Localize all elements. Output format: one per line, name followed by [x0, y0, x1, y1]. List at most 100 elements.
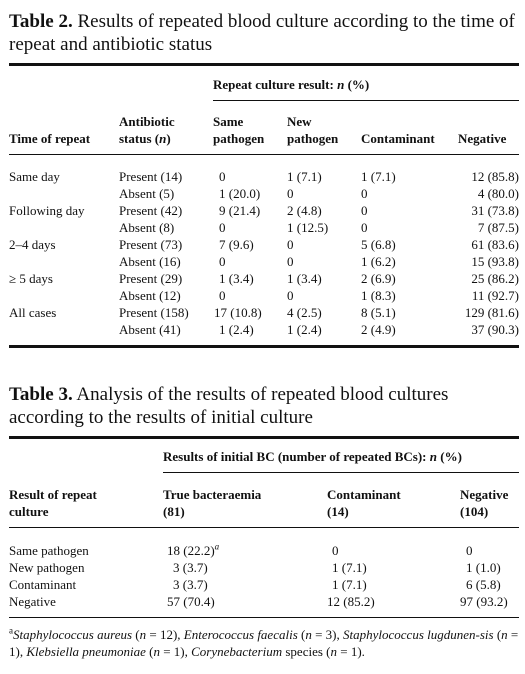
- cell-same: 1 (3.4): [219, 271, 254, 286]
- cell-result: Contaminant: [9, 577, 77, 592]
- cell-negative: 129 (81.6): [464, 305, 519, 320]
- cell-status: Absent (8): [119, 220, 175, 235]
- cell-same: 0: [219, 169, 226, 184]
- cell-new: 0: [287, 186, 294, 201]
- cell-same: 0: [219, 288, 226, 303]
- cell-status: Present (42): [119, 203, 183, 218]
- cell-negative: 0: [466, 543, 473, 558]
- cell-same: 1 (20.0): [219, 186, 261, 201]
- table2-col-time: Time of repeat: [9, 131, 91, 146]
- cell-negative: 31 (73.8): [471, 203, 519, 218]
- cell-contaminant: 0: [332, 543, 339, 558]
- cell-time: 2–4 days: [9, 237, 56, 252]
- footnote-text-part: n: [153, 644, 160, 659]
- table3-col-result-2: culture: [9, 504, 49, 519]
- cell-true: 57 (70.4): [167, 594, 215, 609]
- table2-header-rule: [9, 154, 519, 155]
- cell-time: Following day: [9, 203, 85, 218]
- cell-negative: 15 (93.8): [471, 254, 519, 269]
- table3-span-header: Results of initial BC (number of repeate…: [163, 449, 462, 464]
- cell-new: 2 (4.8): [287, 203, 322, 218]
- cell-new: 1 (7.1): [287, 169, 322, 184]
- cell-contaminant: 1 (7.1): [332, 577, 367, 592]
- cell-negative: 6 (5.8): [466, 577, 501, 592]
- table3-col-result-1: Result of repeat: [9, 487, 97, 502]
- table3-col-true-1: True bacteraemia: [163, 487, 262, 502]
- footnote-text-part: n: [305, 627, 312, 642]
- table2-top-rule: [9, 63, 519, 66]
- cell-same: 1 (2.4): [219, 322, 254, 337]
- cell-same: 9 (21.4): [219, 203, 261, 218]
- table3-footnote: aStaphylococcus aureus (n = 12), Enteroc…: [9, 626, 519, 660]
- cell-contaminant: 0: [361, 203, 368, 218]
- cell-time: Same day: [9, 169, 60, 184]
- cell-status: Absent (5): [119, 186, 175, 201]
- footnote-text-part: = 12),: [146, 627, 184, 642]
- cell-contaminant: 2 (6.9): [361, 271, 396, 286]
- table2-col-same-2: pathogen: [213, 131, 265, 146]
- cell-new: 0: [287, 254, 294, 269]
- footnote-text-part: = 1),: [9, 627, 519, 659]
- footnote-text-part: (: [132, 627, 140, 642]
- table2-col-new-1: New: [287, 114, 312, 129]
- table2-col-abx-2: status (n): [119, 131, 171, 146]
- table3-top-rule: [9, 436, 519, 439]
- table3-col-true-2: (81): [163, 504, 185, 519]
- cell-contaminant: 5 (6.8): [361, 237, 396, 252]
- cell-new: 0: [287, 288, 294, 303]
- table2-col-abx-1: Antibiotic: [119, 114, 175, 129]
- cell-contaminant: 1 (7.1): [332, 560, 367, 575]
- cell-true: 3 (3.7): [173, 560, 208, 575]
- table3-label: Table 3.: [9, 384, 73, 405]
- footnote-text-part: n: [139, 627, 147, 642]
- cell-new: 0: [287, 237, 294, 252]
- table2-span-header: Repeat culture result: n (%): [213, 77, 370, 92]
- table3-caption: Table 3. Analysis of the results of repe…: [9, 383, 519, 429]
- cell-result: New pathogen: [9, 560, 85, 575]
- cell-status: Present (73): [119, 237, 183, 252]
- cell-negative: 4 (80.0): [477, 186, 519, 201]
- cell-negative: 7 (87.5): [477, 220, 519, 235]
- footnote-text-part: Corynebacterium: [191, 644, 283, 659]
- cell-negative: 12 (85.8): [471, 169, 519, 184]
- cell-same: 0: [219, 220, 226, 235]
- cell-new: 1 (12.5): [287, 220, 329, 235]
- table2-caption: Table 2. Results of repeated blood cultu…: [9, 10, 519, 56]
- cell-contaminant: 2 (4.9): [361, 322, 396, 337]
- table3-col-neg-2: (104): [460, 504, 489, 519]
- footnote-text-part: n: [501, 627, 508, 642]
- table2-col-new-2: pathogen: [287, 131, 339, 146]
- footnote-text-part: = 3),: [311, 627, 344, 642]
- footnote-text-part: Staphylococcus lugdunen-sis: [343, 627, 494, 642]
- cell-negative: 11 (92.7): [471, 288, 519, 303]
- footnote-text-part: Klebsiella pneumoniae: [26, 644, 146, 659]
- cell-negative: 37 (90.3): [471, 322, 519, 337]
- cell-result: Negative: [9, 594, 56, 609]
- cell-contaminant: 8 (5.1): [361, 305, 396, 320]
- footnote-text-part: (: [297, 627, 306, 642]
- cell-negative: 97 (93.2): [460, 594, 508, 609]
- table2-col-contaminant: Contaminant: [361, 131, 435, 146]
- footnote-text-part: (: [493, 627, 502, 642]
- cell-contaminant: 1 (8.3): [361, 288, 396, 303]
- cell-status: Present (29): [119, 271, 183, 286]
- cell-result: Same pathogen: [9, 543, 89, 558]
- cell-contaminant: 0: [361, 186, 368, 201]
- cell-time: ≥ 5 days: [9, 271, 53, 286]
- footnote-text-part: = 1),: [159, 644, 192, 659]
- table3-bottom-rule: [9, 617, 519, 618]
- cell-status: Present (14): [119, 169, 183, 184]
- footnote-text-part: (: [145, 644, 154, 659]
- table2-col-negative: Negative: [458, 131, 507, 146]
- footnote-text-part: species (: [282, 644, 331, 659]
- cell-new: 1 (2.4): [287, 322, 322, 337]
- cell-negative: 61 (83.6): [471, 237, 519, 252]
- footnote-text-part: Enterococcus faecalis: [183, 627, 298, 642]
- cell-same: 0: [219, 254, 226, 269]
- cell-contaminant: 1 (6.2): [361, 254, 396, 269]
- cell-status: Absent (12): [119, 288, 181, 303]
- table2-title: Results of repeated blood culture accord…: [9, 11, 515, 55]
- cell-contaminant: 0: [361, 220, 368, 235]
- cell-new: 1 (3.4): [287, 271, 322, 286]
- footnote-text-part: = 1).: [336, 644, 365, 659]
